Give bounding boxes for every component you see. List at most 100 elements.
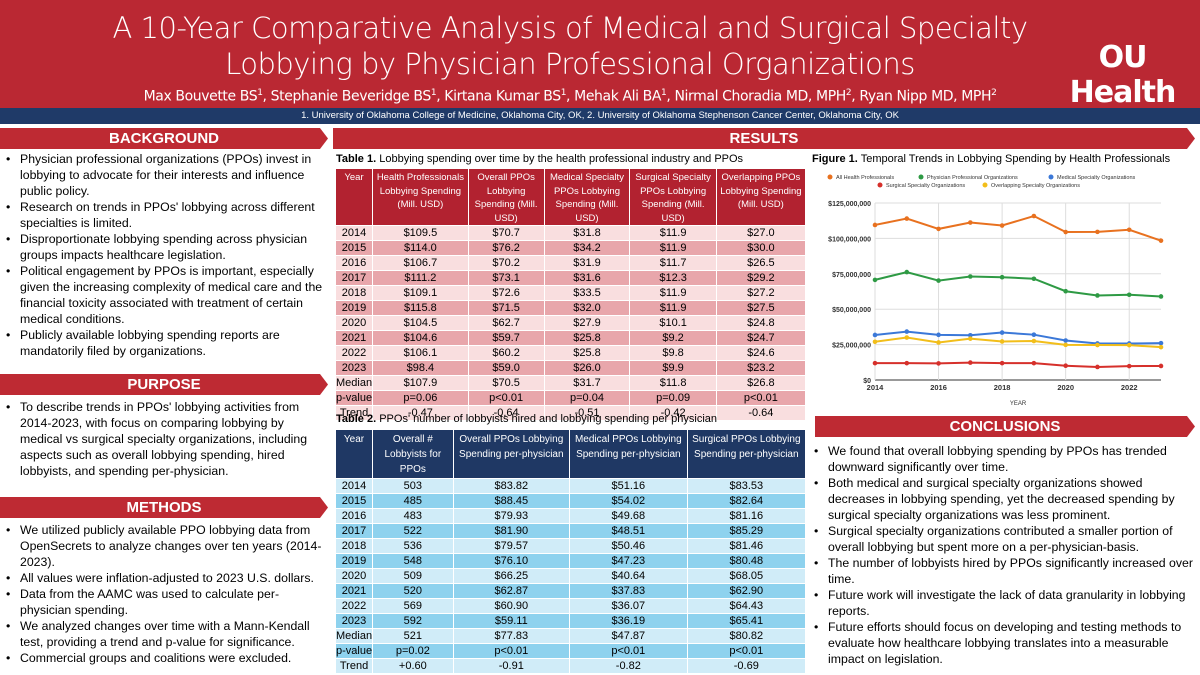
data-point bbox=[1063, 338, 1068, 343]
table-cell: $62.87 bbox=[452, 583, 571, 599]
table-cell: $80.48 bbox=[686, 553, 807, 569]
methods-item: Data from the AAMC was used to calculate… bbox=[0, 586, 328, 618]
poster-header: A 10-Year Comparative Analysis of Medica… bbox=[0, 0, 1200, 110]
table-cell: $79.57 bbox=[452, 538, 571, 554]
figure1-line-chart: $0 $25,000,000 $50,000,000 $75,000,000 $100,… bbox=[827, 174, 1164, 407]
table-cell: $65.41 bbox=[686, 613, 807, 629]
series-line bbox=[874, 336, 1162, 349]
table-cell: $85.29 bbox=[686, 523, 807, 539]
data-point bbox=[904, 269, 910, 275]
table-cell: $29.2 bbox=[715, 270, 807, 286]
data-point bbox=[999, 223, 1005, 228]
table-cell: 2022 bbox=[334, 345, 374, 361]
legend-label: Overlapping Specialty Organizations bbox=[991, 183, 1080, 189]
table-row: 2022 $106.1 $60.2 $25.8 $9.8 $24.6 bbox=[334, 345, 807, 361]
data-point bbox=[1031, 338, 1037, 344]
table-cell: p-value bbox=[334, 390, 374, 406]
table-cell: -0.82 bbox=[569, 658, 688, 674]
table-cell: 509 bbox=[372, 568, 454, 584]
table-cell: p<0.01 bbox=[686, 643, 807, 659]
table-cell: 2018 bbox=[334, 538, 374, 554]
table2-container: Year Overall # Lobbyists for PPOs Overall … bbox=[334, 429, 807, 674]
table-cell: $10.1 bbox=[629, 315, 717, 331]
column-header: Overall # Lobbyists for PPOs bbox=[372, 429, 454, 479]
background-item: Publicly available lobbying spending rep… bbox=[0, 327, 325, 359]
data-point bbox=[999, 330, 1005, 335]
author: Kirtana Kumar BS bbox=[444, 88, 561, 105]
table-row: 2023 $98.4 $59.0 $26.0 $9.9 $23.2 bbox=[334, 360, 807, 376]
figure1-label: Figure 1. bbox=[812, 153, 858, 165]
table-cell: $33.5 bbox=[543, 285, 631, 301]
column-header: Surgical PPOs Lobbying Spending per-phys… bbox=[686, 429, 807, 479]
column-header: Medical PPOs Lobbying Spending per-physi… bbox=[569, 429, 688, 479]
table-row: Median $107.9 $70.5 $31.7 $11.8 $26.8 bbox=[334, 375, 807, 391]
conclusions-item: Future efforts should focus on developin… bbox=[808, 619, 1200, 667]
column-header: Year bbox=[334, 429, 374, 479]
table-cell: $109.5 bbox=[372, 225, 469, 241]
table-cell: $68.05 bbox=[686, 568, 807, 584]
data-point bbox=[936, 332, 941, 338]
data-point bbox=[999, 339, 1005, 344]
table-cell: $34.2 bbox=[543, 240, 631, 256]
legend-marker bbox=[1048, 174, 1054, 180]
table1-label: Table 1. bbox=[336, 153, 377, 165]
data-point bbox=[904, 360, 910, 366]
conclusions-item: Both medical and surgical specialty orga… bbox=[808, 475, 1200, 523]
data-point bbox=[1158, 340, 1164, 346]
table-cell: 2022 bbox=[334, 598, 374, 614]
legend-label: Physician Professional Organizations bbox=[927, 175, 1018, 181]
table-cell: $83.53 bbox=[686, 478, 807, 494]
background-item: Physician professional organizations (PP… bbox=[0, 151, 325, 199]
data-point bbox=[904, 335, 910, 340]
table-row: 2019 548 $76.10 $47.23 $80.48 bbox=[334, 553, 807, 569]
table-cell: $80.82 bbox=[686, 628, 807, 644]
series-line bbox=[874, 214, 1162, 242]
table-cell: $9.9 bbox=[629, 360, 717, 376]
table-cell: $106.7 bbox=[372, 255, 469, 271]
methods-list: We utilized publicly available PPO lobby… bbox=[0, 522, 328, 666]
data-point bbox=[936, 340, 941, 345]
column-header: Overall PPOs Lobbying Spending (Mill. US… bbox=[467, 168, 545, 226]
table-cell: $49.68 bbox=[569, 508, 688, 524]
table-cell: 2014 bbox=[334, 225, 374, 241]
conclusions-item: The number of lobbyists hired by PPOs si… bbox=[808, 555, 1200, 587]
table-cell: $60.2 bbox=[467, 345, 545, 361]
table-cell: p<0.01 bbox=[452, 643, 571, 659]
table-cell: 2020 bbox=[334, 315, 374, 331]
y-tick-label: $0 bbox=[863, 378, 871, 385]
table2-caption: Table 2. PPOs' number of lobbyists hired… bbox=[336, 413, 717, 425]
conclusions-item: We found that overall lobbying spending … bbox=[808, 443, 1200, 475]
series-line bbox=[874, 330, 1162, 345]
table-cell: $60.90 bbox=[452, 598, 571, 614]
table-cell: $9.2 bbox=[629, 330, 717, 346]
table-row: 2015 485 $88.45 $54.02 $82.64 bbox=[334, 493, 807, 509]
table-cell: $23.2 bbox=[715, 360, 807, 376]
table-cell: $59.0 bbox=[467, 360, 545, 376]
data-point bbox=[1095, 229, 1100, 235]
table-cell: 2019 bbox=[334, 300, 374, 316]
data-point bbox=[1031, 213, 1037, 219]
table-row: 2022 569 $60.90 $36.07 $64.43 bbox=[334, 598, 807, 614]
table-cell: -0.51 bbox=[543, 405, 631, 421]
table-cell: $54.02 bbox=[569, 493, 688, 509]
results-heading: RESULTS bbox=[333, 128, 1195, 149]
conclusions-item: Surgical specialty organizations contrib… bbox=[808, 523, 1200, 555]
data-point bbox=[1126, 342, 1132, 348]
table-cell: +0.60 bbox=[372, 658, 454, 674]
table-cell: $81.16 bbox=[686, 508, 807, 524]
data-point bbox=[1095, 342, 1100, 348]
table-row: 2014 503 $83.82 $51.16 $83.53 bbox=[334, 478, 807, 494]
background-heading: BACKGROUND bbox=[0, 128, 328, 149]
table-cell: 592 bbox=[372, 613, 454, 629]
table-cell: p<0.01 bbox=[715, 390, 807, 406]
data-point bbox=[1126, 227, 1132, 233]
poster-title: A 10-Year Comparative Analysis of Medica… bbox=[112, 11, 1028, 81]
table-cell: -0.42 bbox=[629, 405, 717, 421]
background-item: Political engagement by PPOs is importan… bbox=[0, 263, 325, 327]
table-cell: $88.45 bbox=[452, 493, 571, 509]
table-cell: $114.0 bbox=[372, 240, 469, 256]
table-cell: $109.1 bbox=[372, 285, 469, 301]
table-cell: $31.6 bbox=[543, 270, 631, 286]
table-cell: 548 bbox=[372, 553, 454, 569]
table-cell: 2015 bbox=[334, 493, 374, 509]
